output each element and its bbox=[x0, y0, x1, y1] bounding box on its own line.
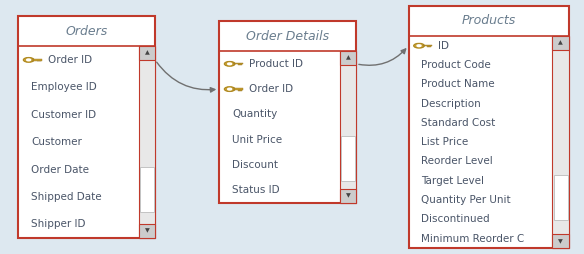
Text: ▲: ▲ bbox=[558, 40, 563, 45]
Text: ID: ID bbox=[438, 41, 449, 51]
Circle shape bbox=[224, 87, 235, 91]
Circle shape bbox=[228, 63, 232, 65]
Text: Order Date: Order Date bbox=[31, 165, 89, 174]
Text: Shipper ID: Shipper ID bbox=[31, 219, 85, 229]
Bar bbox=[240, 90, 242, 91]
Text: Status ID: Status ID bbox=[232, 185, 280, 195]
Text: Discount: Discount bbox=[232, 160, 278, 170]
Text: Product Code: Product Code bbox=[421, 60, 491, 70]
Text: ▼: ▼ bbox=[145, 229, 150, 234]
Circle shape bbox=[23, 58, 34, 62]
Bar bbox=[554, 175, 568, 220]
Text: Order Details: Order Details bbox=[246, 29, 329, 43]
Text: Orders: Orders bbox=[65, 24, 108, 38]
Circle shape bbox=[414, 43, 424, 48]
Text: Order ID: Order ID bbox=[249, 84, 293, 94]
Text: ▼: ▼ bbox=[346, 193, 350, 198]
Bar bbox=[219, 21, 356, 203]
Bar bbox=[18, 16, 155, 238]
Text: Quantity: Quantity bbox=[232, 109, 277, 119]
Bar bbox=[429, 46, 432, 47]
Text: Target Level: Target Level bbox=[421, 176, 484, 186]
Text: Discontinued: Discontinued bbox=[421, 214, 490, 224]
Bar bbox=[552, 234, 569, 248]
Text: ▲: ▲ bbox=[346, 56, 350, 61]
Bar bbox=[552, 36, 569, 248]
Text: Customer: Customer bbox=[31, 137, 82, 147]
Bar bbox=[340, 189, 356, 203]
Text: Order ID: Order ID bbox=[48, 55, 92, 65]
Text: Reorder Level: Reorder Level bbox=[421, 156, 493, 166]
Text: Unit Price: Unit Price bbox=[232, 135, 282, 145]
Text: Minimum Reorder C: Minimum Reorder C bbox=[421, 234, 524, 244]
Bar bbox=[37, 60, 39, 61]
Bar bbox=[140, 167, 154, 212]
Bar bbox=[139, 224, 155, 238]
Text: Customer ID: Customer ID bbox=[31, 110, 96, 120]
Text: Shipped Date: Shipped Date bbox=[31, 192, 102, 202]
Text: ▼: ▼ bbox=[558, 239, 563, 244]
Circle shape bbox=[417, 45, 421, 46]
Text: Employee ID: Employee ID bbox=[31, 82, 97, 92]
Bar bbox=[409, 6, 569, 248]
Bar bbox=[340, 51, 356, 65]
Bar bbox=[341, 136, 355, 181]
Bar bbox=[427, 46, 429, 47]
Bar bbox=[139, 46, 155, 60]
Text: Description: Description bbox=[421, 99, 481, 108]
Circle shape bbox=[224, 61, 235, 66]
Text: Product ID: Product ID bbox=[249, 59, 303, 69]
Bar bbox=[234, 88, 243, 90]
Text: ▲: ▲ bbox=[145, 51, 150, 56]
Text: List Price: List Price bbox=[421, 137, 468, 147]
Bar bbox=[340, 51, 356, 203]
Bar bbox=[139, 46, 155, 238]
Circle shape bbox=[228, 88, 232, 90]
Bar bbox=[39, 60, 41, 61]
Bar bbox=[32, 59, 41, 60]
Text: Quantity Per Unit: Quantity Per Unit bbox=[421, 195, 511, 205]
Text: Products: Products bbox=[461, 14, 516, 27]
Text: Product Name: Product Name bbox=[421, 79, 495, 89]
Circle shape bbox=[27, 59, 30, 61]
Text: Standard Cost: Standard Cost bbox=[421, 118, 496, 128]
Bar bbox=[234, 63, 243, 65]
Bar bbox=[423, 45, 432, 46]
Bar bbox=[552, 36, 569, 50]
Bar bbox=[238, 90, 239, 91]
